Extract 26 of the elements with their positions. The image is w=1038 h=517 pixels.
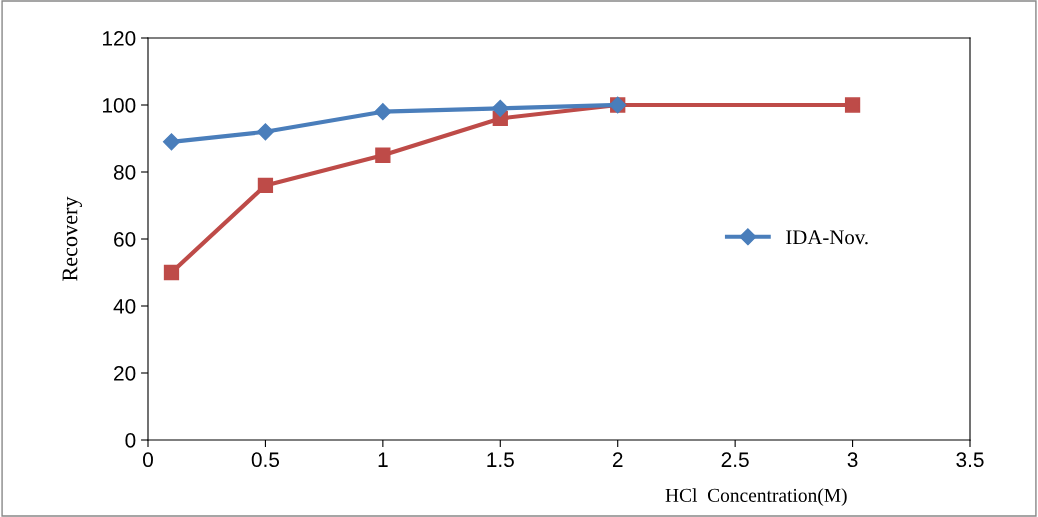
x-tick-label: 1.5 [487,452,514,468]
point [163,264,180,281]
point [491,99,509,117]
y-axis-title: Recovery [62,196,82,281]
legend-label: IDA-Nov. [786,230,868,245]
point [375,147,391,163]
y-tick-label: 20 [114,366,136,381]
point [374,103,392,121]
y-tick-label: 100 [103,98,136,113]
point [256,123,274,141]
x-axis-title: HCl Concentration(M) [665,488,847,506]
point [844,97,861,113]
x-tick-label: 0.5 [251,452,280,468]
point [162,133,181,151]
x-tick-label: 2 [612,452,623,467]
y-tick-label: 0 [125,433,136,448]
x-tick-label: 3.5 [956,452,984,468]
x-tick-label: 2.5 [721,452,749,468]
y-tick-label: 60 [114,232,136,247]
point [257,177,274,194]
y-tick-label: 80 [113,165,136,180]
x-tick-label: 0 [143,452,153,468]
x-tick-label: 3 [847,452,858,468]
y-tick-label: 40 [113,299,136,314]
y-tick-label: 120 [103,31,136,46]
x-tick-label: 1 [378,452,388,467]
